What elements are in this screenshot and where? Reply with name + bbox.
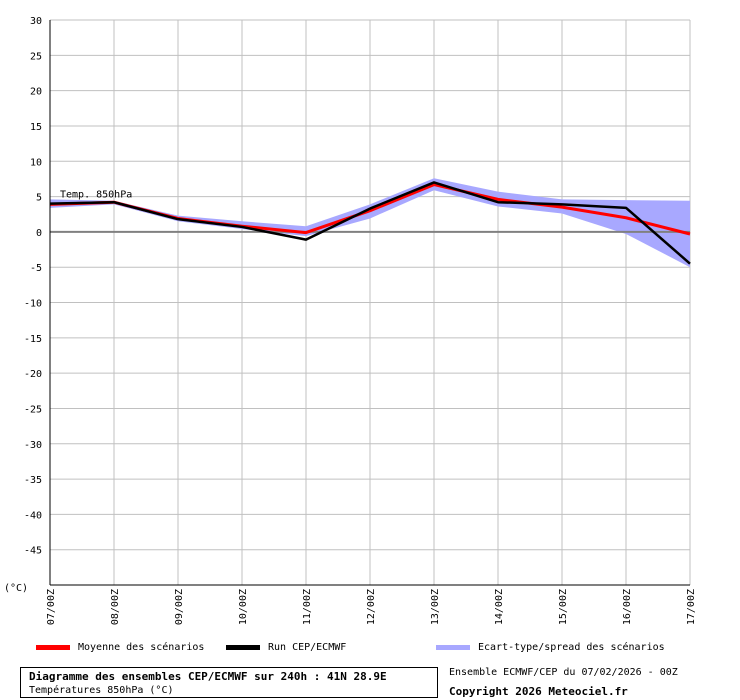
x-tick-label: 13/00Z: [430, 589, 441, 625]
x-tick-label: 12/00Z: [366, 589, 377, 625]
series-annotation: Temp. 850hPa: [60, 189, 132, 200]
grid: [49, 19, 691, 585]
chart-title: Diagramme des ensembles CEP/ECMWF sur 24…: [29, 670, 387, 683]
x-tick-label: 14/00Z: [494, 589, 505, 625]
legend-item-run: Run CEP/ECMWF: [226, 638, 346, 656]
y-tick-label: 25: [30, 51, 42, 62]
x-tick-label: 17/00Z: [686, 589, 697, 625]
y-tick-label: -25: [24, 404, 42, 415]
x-tick-label: 07/00Z: [46, 589, 57, 625]
legend-swatch-spread: [436, 644, 470, 650]
y-tick-label: -20: [24, 369, 42, 380]
run-line: [49, 181, 691, 265]
run-info: Ensemble ECMWF/CEP du 07/02/2026 - 00Z: [449, 667, 678, 678]
y-tick-label: -10: [24, 299, 42, 310]
legend-label-run: Run CEP/ECMWF: [268, 641, 347, 653]
chart-subtitle: Températures 850hPa (°C): [29, 685, 174, 696]
legend-swatch-mean: [36, 644, 70, 650]
x-tick-label: 09/00Z: [174, 589, 185, 625]
y-tick-label: -45: [24, 546, 42, 557]
y-tick-label: 15: [30, 122, 42, 133]
x-tick-label: 10/00Z: [238, 589, 249, 625]
legend-item-spread: Ecart-type/spread des scénarios: [436, 638, 665, 656]
y-tick-label: 5: [36, 193, 42, 204]
y-tick-label: 30: [30, 16, 42, 27]
chart-info-box: Diagramme des ensembles CEP/ECMWF sur 24…: [20, 667, 438, 698]
y-tick-label: -30: [24, 440, 42, 451]
y-tick-label: 0: [36, 228, 42, 239]
run-series: [49, 181, 691, 265]
y-tick-label: -35: [24, 475, 42, 486]
copyright: Copyright 2026 Meteociel.fr: [449, 685, 628, 698]
x-tick-label: 11/00Z: [302, 589, 313, 625]
y-tick-label: 20: [30, 87, 42, 98]
legend-item-mean: Moyenne des scénarios: [36, 638, 204, 656]
x-tick-label: 15/00Z: [558, 589, 569, 625]
y-tick-label: -40: [24, 510, 42, 521]
spread-band: [50, 178, 690, 268]
x-tick-label: 08/00Z: [110, 589, 121, 625]
legend-label-spread: Ecart-type/spread des scénarios: [478, 641, 665, 653]
y-tick-label: 10: [30, 157, 42, 168]
spread-area: [50, 178, 690, 268]
legend-swatch-run: [226, 644, 260, 650]
y-tick-label: -5: [30, 263, 42, 274]
tick-labels: 30 25 20 15 10 5 0 -5 -10 -15 -20 -25 -30 -35 -40 -45 (°…: [4, 16, 697, 625]
legend-label-mean: Moyenne des scénarios: [78, 641, 205, 653]
x-tick-label: 16/00Z: [622, 589, 633, 625]
axes: [49, 20, 690, 586]
y-tick-label: -15: [24, 334, 42, 345]
y-unit-label: (°C): [4, 583, 28, 594]
